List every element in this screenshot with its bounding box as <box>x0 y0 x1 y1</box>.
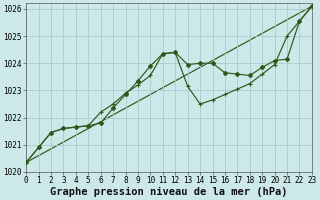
X-axis label: Graphe pression niveau de la mer (hPa): Graphe pression niveau de la mer (hPa) <box>50 186 288 197</box>
